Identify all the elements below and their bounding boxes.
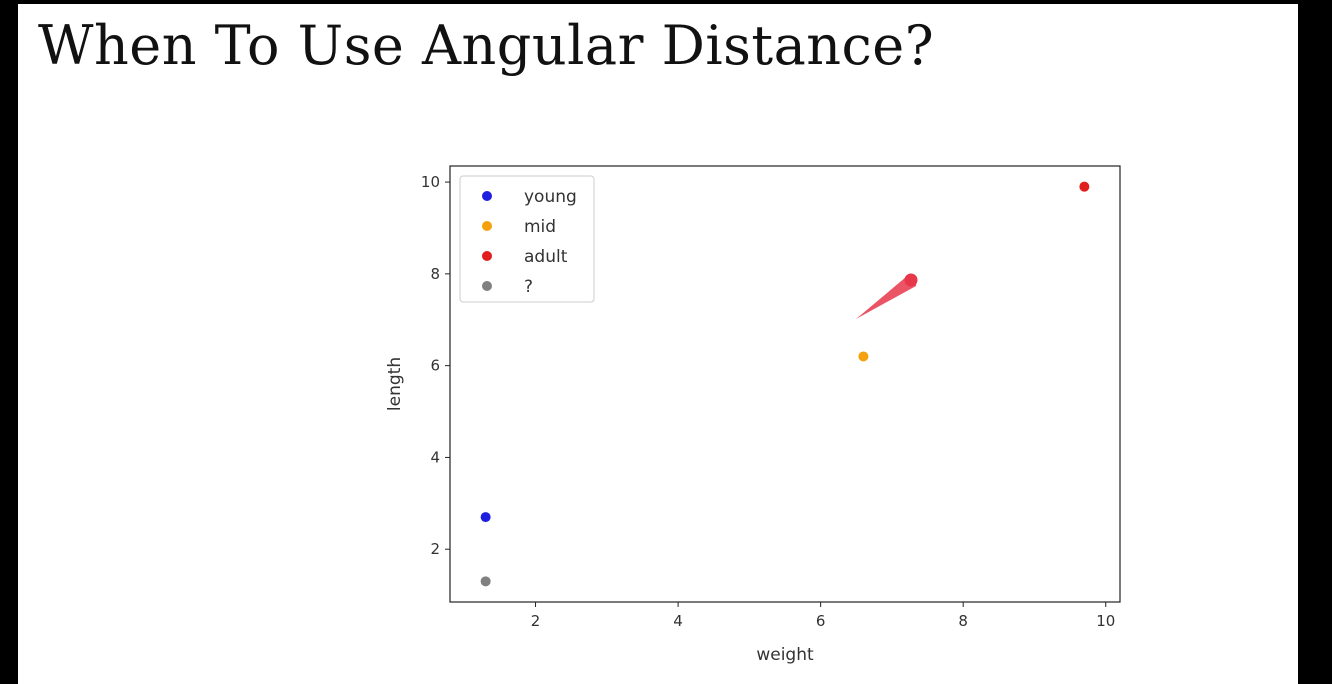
- scatter-chart: 2 4 6 8 10 2 4 6 8 10 weight length young mid adul…: [385, 165, 1121, 665]
- legend-entry-label: ?: [524, 277, 533, 297]
- x-tick-label: 8: [958, 612, 968, 630]
- point-4: [480, 576, 491, 587]
- x-axis: 2 4 6 8 10: [531, 602, 1115, 630]
- point-1: [480, 512, 491, 523]
- y-tick-label: 6: [430, 357, 440, 375]
- legend-marker: [482, 191, 492, 201]
- y-axis: 2 4 6 8 10: [421, 173, 450, 558]
- legend-entry-label: mid: [524, 217, 556, 237]
- y-tick-label: 8: [430, 265, 440, 283]
- x-tick-label: 4: [673, 612, 683, 630]
- slide: When To Use Angular Distance? 2 4 6 8 10 2 4 6…: [18, 4, 1298, 684]
- y-tick-label: 2: [430, 540, 440, 558]
- legend-box: [459, 175, 595, 303]
- legend-marker: [482, 281, 492, 291]
- pointer-annotation: [856, 273, 918, 319]
- legend-marker: [482, 221, 492, 231]
- y-tick-label: 4: [430, 448, 440, 466]
- slide-title: When To Use Angular Distance?: [38, 14, 935, 77]
- y-tick-label: 10: [421, 173, 440, 191]
- x-tick-label: 6: [816, 612, 826, 630]
- point-3: [1079, 181, 1090, 192]
- legend-marker: [482, 251, 492, 261]
- pointer-head: [904, 273, 918, 287]
- x-tick-label: 10: [1096, 612, 1115, 630]
- legend: young mid adult?: [459, 175, 595, 303]
- point-2: [858, 351, 869, 362]
- legend-entry-label: young: [524, 187, 577, 207]
- legend-entry-label: adult: [524, 247, 568, 267]
- x-axis-label: weight: [756, 645, 814, 665]
- y-axis-label: length: [385, 357, 405, 411]
- x-tick-label: 2: [531, 612, 541, 630]
- pointer-stroke: [856, 275, 917, 319]
- data-points: [480, 181, 1090, 587]
